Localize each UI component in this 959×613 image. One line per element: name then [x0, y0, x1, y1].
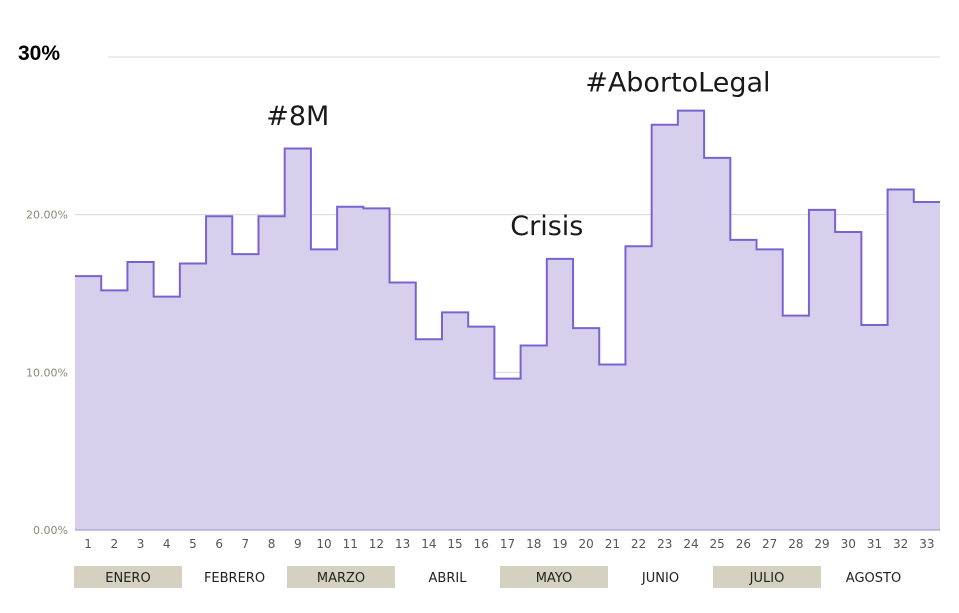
- month-label: JUNIO: [641, 571, 679, 586]
- x-tick-label: 30: [841, 537, 856, 551]
- top-axis-label: 30%: [18, 42, 60, 65]
- x-tick-label: 21: [605, 537, 620, 551]
- month-label: AGOSTO: [846, 571, 901, 586]
- month-band: [713, 566, 821, 588]
- area-series: [75, 109, 940, 531]
- x-tick-label: 25: [710, 537, 725, 551]
- x-tick-label: 5: [189, 537, 197, 551]
- x-tick-label: 4: [163, 537, 171, 551]
- x-tick-label: 29: [814, 537, 829, 551]
- annotations: #8M Crisis #AbortoLegal: [266, 68, 770, 242]
- x-tick-label: 32: [893, 537, 908, 551]
- month-label: FEBRERO: [204, 571, 265, 586]
- x-tick-label: 18: [526, 537, 541, 551]
- month-bands: ENERO FEBRERO MARZO ABRIL MAYO JUNIO JULIO AGOS…: [74, 566, 901, 588]
- y-tick-label: 20.00%: [26, 209, 68, 222]
- x-tick-label: 12: [369, 537, 384, 551]
- y-tick-label: 0.00%: [33, 524, 68, 537]
- annotation-label: #AbortoLegal: [585, 68, 770, 99]
- x-tick-label: 15: [447, 537, 462, 551]
- x-tick-label: 9: [294, 537, 302, 551]
- x-tick-label: 22: [631, 537, 646, 551]
- x-tick-label: 16: [474, 537, 489, 551]
- series-line: [75, 109, 940, 380]
- x-tick-label: 3: [137, 537, 145, 551]
- area-fill: [75, 110, 940, 531]
- month-label: MARZO: [317, 571, 365, 586]
- x-tick-label: 24: [683, 537, 698, 551]
- y-axis-ticks: 0.00% 10.00% 20.00%: [26, 209, 68, 537]
- y-tick-label: 10.00%: [26, 366, 68, 379]
- x-tick-label: 28: [788, 537, 803, 551]
- x-tick-label: 1: [84, 537, 92, 551]
- x-tick-label: 2: [110, 537, 118, 551]
- x-axis-ticks: 1 2 3 4 5 6 7 8 9 10 11 12 13 14 15 16 17 18 19 20 21 22 23 24 2…: [84, 537, 934, 551]
- x-tick-label: 27: [762, 537, 777, 551]
- x-tick-label: 14: [421, 537, 436, 551]
- month-label: MAYO: [536, 571, 573, 586]
- x-tick-label: 8: [268, 537, 276, 551]
- x-tick-label: 26: [736, 537, 751, 551]
- x-tick-label: 10: [316, 537, 331, 551]
- month-label: JULIO: [749, 571, 785, 586]
- x-tick-label: 13: [395, 537, 410, 551]
- x-tick-label: 19: [552, 537, 567, 551]
- x-tick-label: 6: [215, 537, 223, 551]
- annotation-label: #8M: [266, 101, 329, 132]
- x-tick-label: 23: [657, 537, 672, 551]
- x-tick-label: 33: [919, 537, 934, 551]
- month-label: ABRIL: [429, 571, 468, 586]
- month-band: [500, 566, 608, 588]
- x-tick-label: 17: [500, 537, 515, 551]
- x-tick-label: 7: [242, 537, 250, 551]
- month-label: ENERO: [105, 571, 150, 586]
- annotation-label: Crisis: [510, 211, 583, 242]
- month-band: [74, 566, 182, 588]
- x-tick-label: 20: [578, 537, 593, 551]
- month-band: [287, 566, 395, 588]
- x-tick-label: 11: [343, 537, 358, 551]
- x-tick-label: 31: [867, 537, 882, 551]
